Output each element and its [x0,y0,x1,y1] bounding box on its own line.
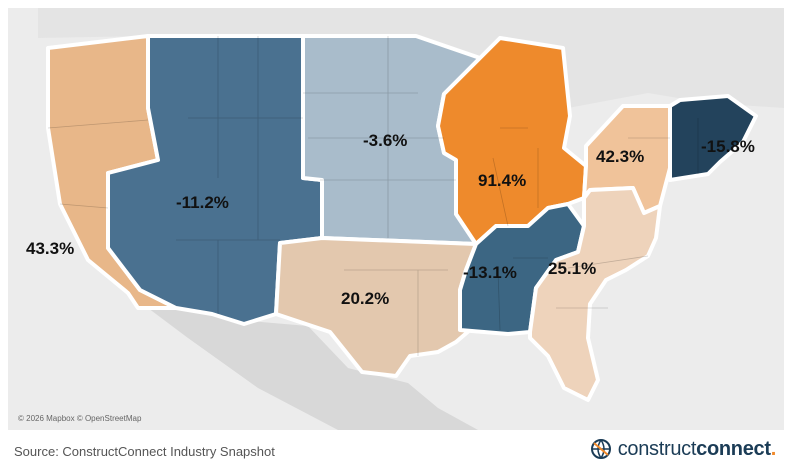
region-label-new-england: -15.8% [701,137,755,156]
globe-icon [590,439,611,459]
region-label-pacific: 43.3% [26,239,75,258]
region-label-great-lakes: 91.4% [478,171,527,190]
map-attribution[interactable]: © 2026 Mapbox © OpenStreetMap [18,414,142,423]
constructconnect-logo: constructconnect. [588,438,776,460]
state-lines [47,36,699,356]
map-canvas [38,8,784,430]
region-new-england[interactable] [668,94,758,182]
region-label-south-central: 20.2% [341,289,390,308]
map[interactable]: 43.3% -11.2% -3.6% 91.4% 42.3% -15.8% 20… [8,8,784,430]
canada-landmass [38,8,784,108]
logo-text-dot: . [770,438,777,460]
region-label-southeast: 25.1% [548,259,597,278]
mexico-landmass [128,293,478,430]
logo-wordmark: constructconnect. [617,438,777,460]
region-label-new-york-new-jersey: 42.3% [596,147,645,166]
source-note: Source: ConstructConnect Industry Snapsh… [14,444,275,459]
region-southeast[interactable] [528,186,662,402]
region-label-mountain: -11.2% [176,193,229,212]
logo-text-construct: construct [617,438,697,460]
logo-text-connect: connect [696,438,771,460]
region-label-tennessee-valley: -13.1% [463,263,517,282]
region-label-plains: -3.6% [363,131,408,150]
